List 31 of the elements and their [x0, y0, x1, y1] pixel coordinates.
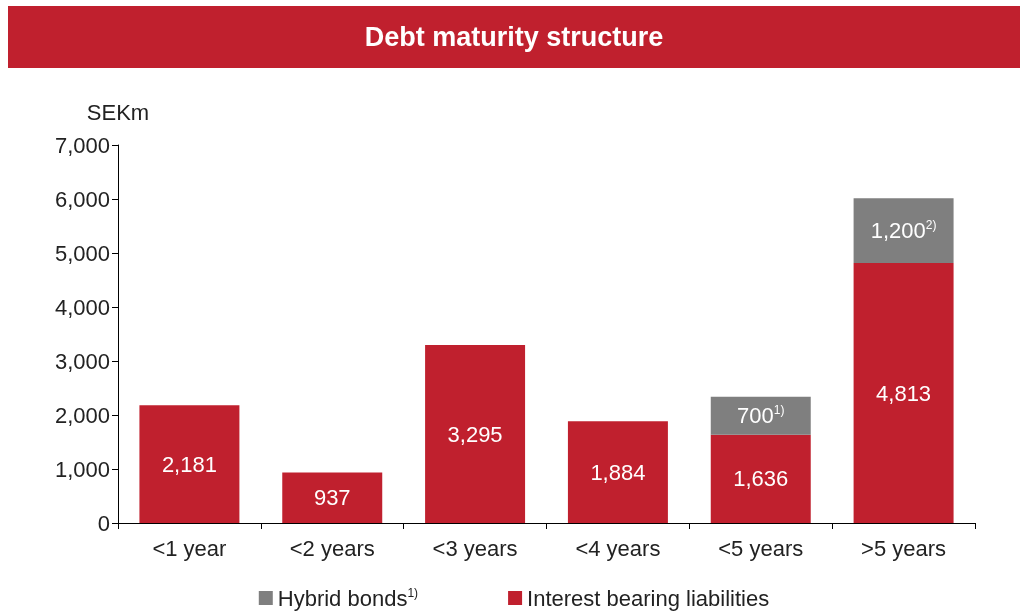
data-label: 937	[313, 485, 351, 511]
bar	[853, 198, 954, 264]
x-tick-label: <1 year	[152, 535, 227, 561]
y-tick-label: 2,000	[54, 402, 110, 428]
bar	[710, 434, 811, 523]
bar	[139, 405, 240, 523]
data-label: 4,813	[876, 380, 932, 406]
y-tick-label: 1,000	[54, 456, 110, 482]
x-tick-label: <2 years	[289, 535, 375, 561]
y-tick-label: 5,000	[54, 240, 110, 266]
legend-label: Interest bearing liabilities	[527, 585, 770, 611]
data-label: 1,636	[733, 466, 789, 492]
bar	[425, 345, 526, 523]
bar	[567, 421, 668, 523]
bar	[710, 396, 811, 435]
x-tick-label: <3 years	[432, 535, 518, 561]
y-axis-title: SEKm	[86, 99, 150, 125]
x-tick-label: <4 years	[575, 535, 661, 561]
y-tick-label: 7,000	[54, 132, 110, 158]
data-label: 2,181	[161, 451, 217, 477]
y-tick-label: 0	[97, 510, 110, 536]
data-label: 3,295	[447, 421, 503, 447]
bar	[282, 472, 383, 523]
y-tick-label: 4,000	[54, 294, 110, 320]
bar	[853, 263, 954, 523]
x-tick-label: >5 years	[861, 535, 947, 561]
y-tick-label: 6,000	[54, 186, 110, 212]
x-tick-label: <5 years	[718, 535, 804, 561]
chart-title: Debt maturity structure	[8, 6, 1020, 68]
data-label: 1,884	[590, 459, 646, 485]
y-tick-label: 3,000	[54, 348, 110, 374]
